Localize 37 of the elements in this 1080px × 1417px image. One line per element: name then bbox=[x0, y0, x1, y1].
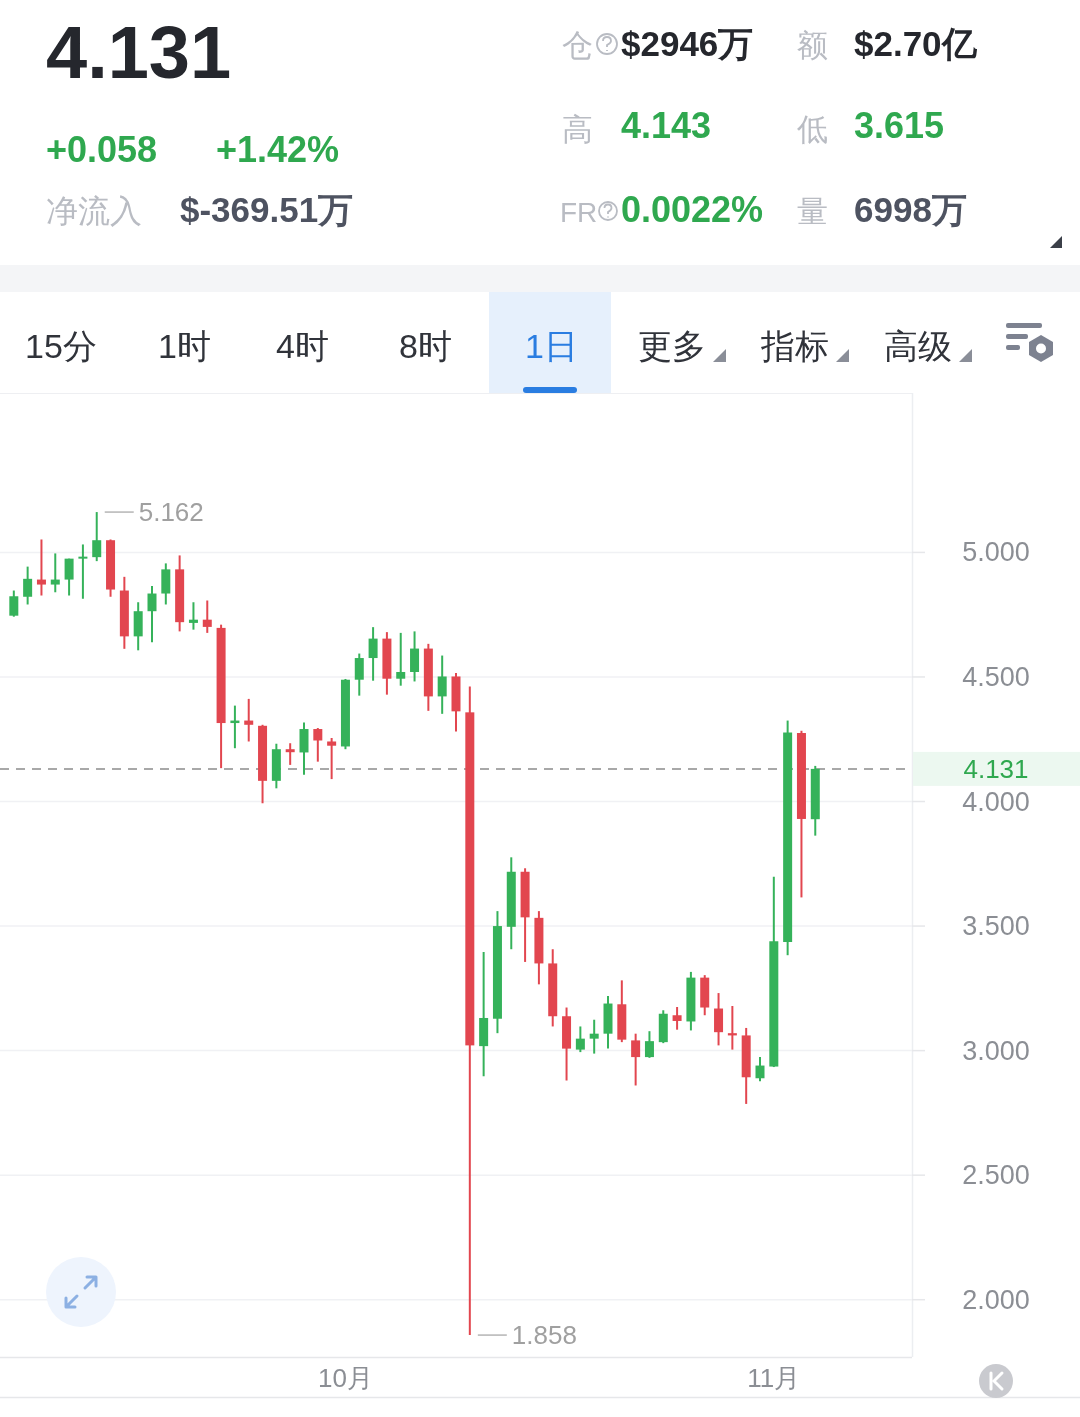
annotation: 1日 bbox=[525, 327, 578, 365]
annotation: 8时 bbox=[399, 327, 452, 365]
y-tick-label: 3.000 bbox=[962, 1035, 1030, 1066]
y-tick-label: 2.000 bbox=[962, 1284, 1030, 1315]
ref-line-label: 4.131 bbox=[963, 753, 1029, 784]
annotation: +0.058 bbox=[46, 129, 158, 170]
annotation: 4.143 bbox=[621, 105, 712, 146]
annotation: +1.42% bbox=[216, 129, 340, 170]
annotation: $2946万 bbox=[621, 24, 754, 63]
annotation: 净流入 bbox=[46, 193, 142, 229]
annotation: 高级 bbox=[884, 327, 952, 365]
annotation: 15分 bbox=[25, 327, 97, 365]
annotation: $2.70亿 bbox=[854, 24, 977, 63]
x-tick-label: 10月 bbox=[318, 1363, 373, 1393]
annotation: 低 bbox=[797, 112, 828, 147]
annotation: 4时 bbox=[276, 327, 329, 365]
annotation: $-369.51万 bbox=[180, 190, 354, 229]
y-tick-label: 2.500 bbox=[962, 1160, 1030, 1191]
y-tick-label: 3.500 bbox=[962, 911, 1030, 942]
annotation: 0.0022% bbox=[621, 189, 764, 230]
annotation: 高 bbox=[562, 112, 593, 147]
annotation: 额 bbox=[797, 28, 828, 63]
annotation: 量 bbox=[797, 194, 828, 229]
annotation: 5.162 bbox=[138, 497, 204, 528]
x-tick-label: 11月 bbox=[747, 1363, 801, 1393]
annotation: 更多 bbox=[638, 327, 706, 365]
annotation: 6998万 bbox=[854, 190, 967, 229]
annotation: 1时 bbox=[158, 327, 211, 365]
annotation: FR bbox=[560, 197, 598, 228]
y-tick-label: 4.000 bbox=[962, 786, 1030, 817]
annotation: 1.858 bbox=[511, 1320, 577, 1351]
annotation: 指标 bbox=[761, 327, 829, 365]
annotation: 仓 bbox=[562, 28, 593, 63]
y-tick-label: 5.000 bbox=[962, 537, 1030, 568]
y-tick-label: 4.500 bbox=[962, 661, 1030, 692]
title: 4.131 bbox=[46, 11, 232, 94]
annotation: 3.615 bbox=[854, 105, 945, 146]
